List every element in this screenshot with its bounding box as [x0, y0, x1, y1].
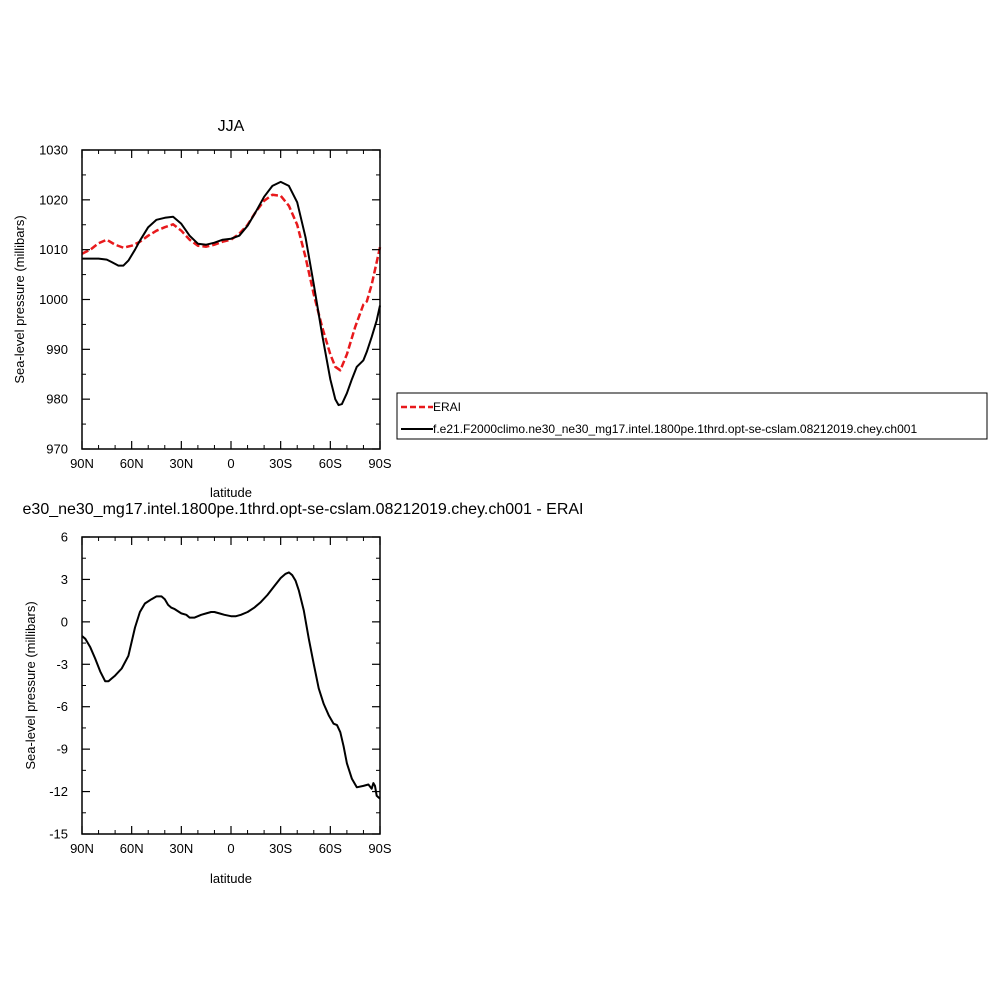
bottom-ytick-label-3: -3 — [56, 657, 68, 672]
top-chart-frame — [81, 149, 381, 450]
legend-box — [396, 392, 988, 440]
top-xtick-label-1: 60N — [120, 456, 144, 471]
bottom-ytick-label-7: -15 — [49, 827, 68, 842]
bottom-chart-series-group — [81, 571, 381, 800]
top-xtick-label-4: 30S — [269, 456, 292, 471]
bottom-xtick-label-2: 30N — [169, 841, 193, 856]
top-xtick-label-0: 90N — [70, 456, 94, 471]
top-chart-title: JJA — [218, 118, 245, 135]
top-ytick-label-2: 1010 — [39, 242, 68, 257]
top-series-line-model — [82, 180, 381, 407]
legend-label-model: f.e21.F2000climo.ne30_ne30_mg17.intel.18… — [433, 422, 917, 436]
legend: ERAI f.e21.F2000climo.ne30_ne30_mg17.int… — [396, 392, 988, 440]
top-ytick-label-5: 980 — [46, 392, 68, 407]
top-xtick-label-3: 0 — [227, 456, 234, 471]
top-ytick-label-0: 1030 — [39, 143, 68, 158]
bottom-xtick-label-4: 30S — [269, 841, 292, 856]
top-xtick-label-5: 60S — [319, 456, 342, 471]
bottom-ytick-label-1: 3 — [61, 572, 68, 587]
top-ytick-label-3: 1000 — [39, 292, 68, 307]
bottom-ytick-label-4: -6 — [56, 699, 68, 714]
bottom-series-line-difference — [81, 571, 381, 800]
top-ytick-label-6: 970 — [46, 442, 68, 457]
top-chart-axes: 90N 60N 30N 0 30S 60S 90S 1030 1020 1010 1000 990 98… — [39, 143, 392, 472]
bottom-ytick-label-5: -9 — [56, 742, 68, 757]
bottom-xtick-label-3: 0 — [227, 841, 234, 856]
bottom-chart-frame — [81, 536, 381, 835]
bottom-xtick-label-0: 90N — [70, 841, 94, 856]
top-chart-series-group — [81, 180, 382, 407]
bottom-chart-ylabel: Sea-level pressure (millibars) — [23, 601, 38, 769]
top-chart-ylabel: Sea-level pressure (millibars) — [12, 215, 27, 383]
bottom-chart-axes: 90N 60N 30N 0 30S 60S 90S 6 3 0 -3 -6 -9 -12 -15 — [49, 530, 392, 857]
bottom-ytick-label-0: 6 — [61, 530, 68, 545]
bottom-xtick-label-5: 60S — [319, 841, 342, 856]
top-ytick-label-1: 1020 — [39, 192, 68, 207]
bottom-ytick-label-6: -12 — [49, 784, 68, 799]
top-chart-xlabel: latitude — [210, 485, 252, 500]
bottom-ytick-label-2: 0 — [61, 614, 68, 629]
top-chart-panel: JJA 90N 60N 30N 0 30S 60S 90S10301020101010009… — [12, 118, 392, 500]
bottom-chart-panel: e30_ne30_mg17.intel.1800pe.1thrd.opt-se-… — [23, 501, 584, 886]
top-series-line-erai — [81, 193, 382, 372]
bottom-chart-title: e30_ne30_mg17.intel.1800pe.1thrd.opt-se-… — [23, 501, 584, 518]
bottom-xtick-label-1: 60N — [120, 841, 144, 856]
top-xtick-label-6: 90S — [368, 456, 391, 471]
bottom-xtick-label-6: 90S — [368, 841, 391, 856]
top-ytick-label-4: 990 — [46, 342, 68, 357]
top-xtick-label-2: 30N — [169, 456, 193, 471]
legend-label-erai: ERAI — [433, 400, 461, 414]
bottom-chart-xlabel: latitude — [210, 871, 252, 886]
